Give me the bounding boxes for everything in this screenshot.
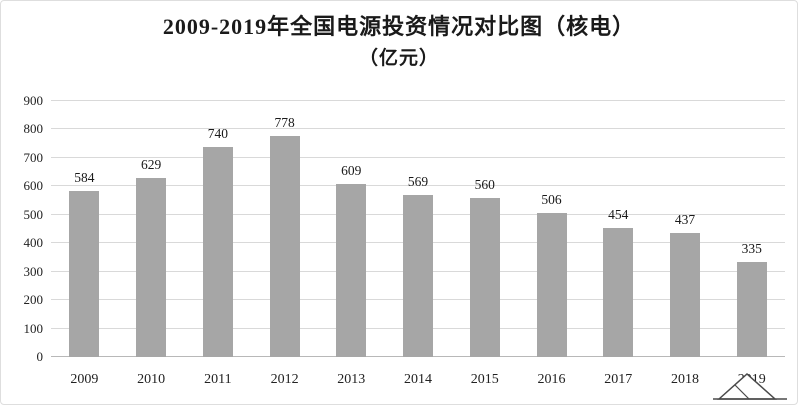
- x-tick-label: 2012: [270, 372, 299, 387]
- bar-value-label: 454: [608, 206, 629, 222]
- bar-column: 454: [585, 101, 652, 357]
- x-tick-label: 2011: [204, 372, 232, 387]
- x-axis: 2009 2010 2011 2012 2013 2014 2015 2016 2017 2018…: [51, 372, 785, 388]
- bar-value-label: 335: [741, 240, 762, 256]
- y-tick-label: 200: [23, 292, 44, 308]
- bar-column: 740: [184, 101, 251, 357]
- bar-value-label: 506: [541, 192, 562, 208]
- plot-area: 584 629 740 778 609 569 560 506 454 437 335: [51, 100, 785, 357]
- gridline: [51, 185, 785, 187]
- gridline: [51, 128, 785, 130]
- x-tick-label: 2015: [470, 372, 499, 387]
- bar-column: 506: [518, 101, 585, 357]
- gridline: [51, 100, 785, 101]
- y-tick-label: 100: [23, 320, 44, 336]
- x-tick-label: 2017: [604, 372, 633, 387]
- bar: [69, 190, 100, 357]
- y-tick-label: 400: [23, 235, 44, 251]
- bar-value-label: 609: [341, 162, 362, 178]
- x-tick-label: 2010: [137, 372, 166, 387]
- chart-title: 2009-2019年全国电源投资情况对比图（核电）: [162, 14, 636, 39]
- chart-title-block: 2009-2019年全国电源投资情况对比图（核电） （亿元）: [1, 13, 797, 70]
- bar-value-label: 437: [674, 211, 696, 227]
- y-tick-label: 0: [36, 349, 44, 364]
- mountain-sketch-icon: [713, 372, 787, 400]
- bar: [336, 183, 367, 357]
- bar: [536, 213, 567, 357]
- bar-column: 629: [118, 101, 185, 357]
- bar: [669, 232, 700, 357]
- x-tick-label: 2013: [337, 372, 366, 387]
- x-tick-label: 2016: [537, 372, 566, 387]
- bar-value-label: 629: [140, 157, 162, 173]
- bar-value-label: 560: [474, 176, 495, 192]
- bar-value-label: 778: [274, 114, 295, 130]
- bar: [403, 195, 434, 357]
- y-tick-label: 300: [23, 263, 44, 279]
- bar: [269, 135, 300, 357]
- bar: [202, 146, 233, 357]
- y-tick-label: 500: [23, 206, 44, 222]
- bar-column: 778: [251, 101, 318, 357]
- x-tick-label: 2009: [70, 372, 99, 387]
- gridline: [51, 156, 785, 158]
- y-tick-label: 700: [23, 149, 44, 165]
- chart-subtitle: （亿元）: [358, 47, 439, 69]
- bar-columns: 584 629 740 778 609 569 560 506 454 437 335: [51, 101, 785, 357]
- bar: [736, 261, 767, 357]
- bar-column: 609: [318, 101, 385, 357]
- bar: [603, 227, 634, 357]
- bar-value-label: 740: [207, 125, 228, 141]
- bar-value-label: 569: [407, 174, 429, 190]
- bar: [136, 178, 167, 357]
- bar-column: 560: [451, 101, 518, 357]
- y-tick-label: 800: [23, 121, 44, 137]
- bar-value-label: 584: [74, 169, 95, 185]
- y-tick-label: 600: [23, 178, 44, 194]
- y-tick-label: 900: [23, 93, 44, 108]
- bar-column: 437: [652, 101, 719, 357]
- bar-column: 569: [385, 101, 452, 357]
- x-tick-label: 2018: [670, 372, 699, 387]
- bar-column: 584: [51, 101, 118, 357]
- x-tick-label: 2014: [404, 372, 433, 387]
- y-axis: 0 100 200 300 400 500 600 700 800 900: [7, 93, 45, 364]
- bar-column: 335: [718, 101, 785, 357]
- bar: [469, 197, 500, 357]
